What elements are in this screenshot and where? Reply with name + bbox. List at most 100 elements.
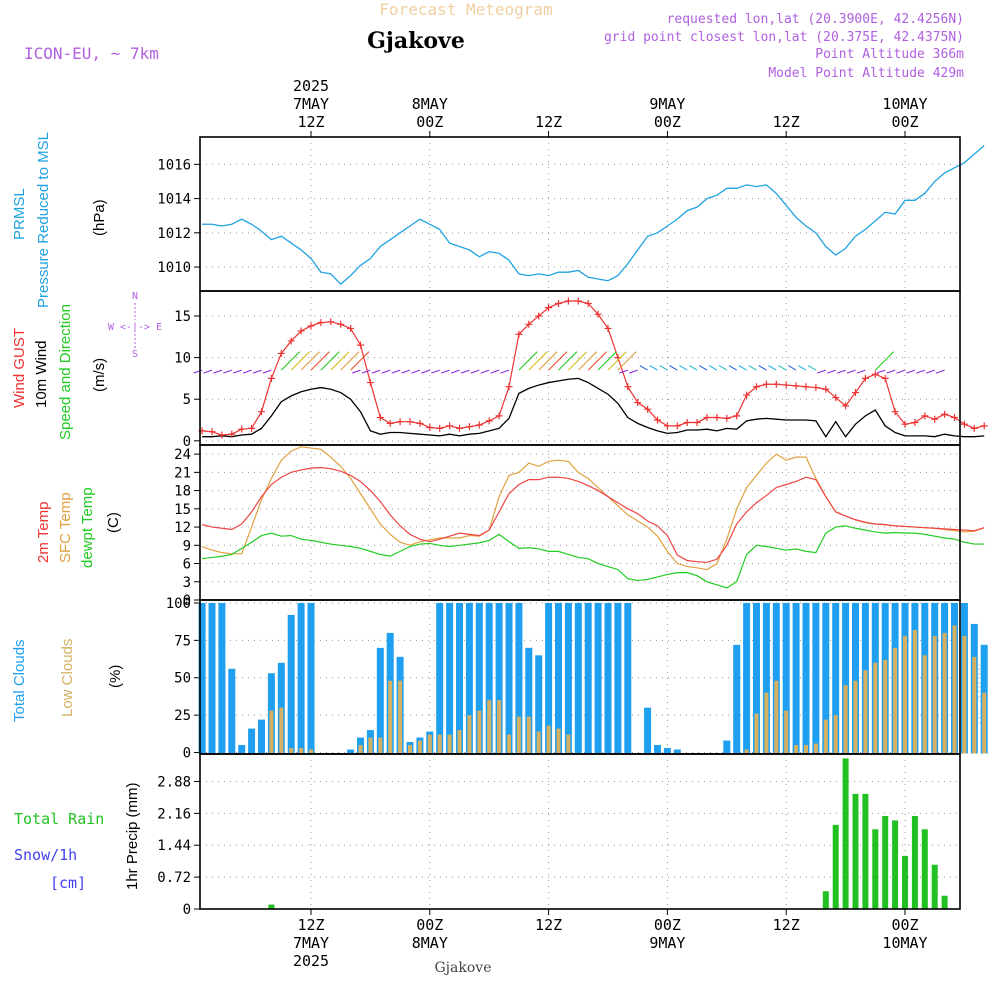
gust-point	[366, 379, 374, 387]
total-cloud-bar	[515, 602, 523, 754]
gust-point	[911, 419, 919, 427]
pressure-ytick-label: 1016	[157, 157, 191, 173]
precipitation-ytick-label: 1.44	[157, 838, 191, 854]
wind-direction-arrow	[649, 365, 658, 371]
wind-direction-arrow	[926, 369, 935, 374]
gust-point	[297, 327, 305, 335]
wind-ytick-label: 15	[174, 309, 191, 325]
wind-ytick-label: 0	[183, 434, 191, 450]
low-cloud-bar	[813, 743, 818, 754]
total-cloud-bar	[614, 602, 622, 754]
model-label: ICON-EU, ~ 7km	[24, 44, 159, 63]
low-cloud-bar	[427, 734, 432, 754]
clouds-ytick-label: 75	[174, 633, 191, 649]
low-cloud-bar	[516, 716, 521, 754]
rain-bar	[832, 824, 839, 909]
total-cloud-bar	[505, 602, 513, 754]
gust-point	[238, 425, 246, 433]
low-cloud-bar	[853, 680, 858, 754]
gust-point	[901, 420, 909, 428]
gust-point	[733, 412, 741, 420]
low-cloud-bar	[417, 740, 422, 754]
gust-point	[258, 408, 265, 416]
precipitation-ytick-label: 0	[183, 902, 191, 918]
gust-point	[624, 383, 632, 391]
precipitation-ytick-label: 0.72	[157, 870, 191, 886]
low-cloud-bar	[833, 715, 838, 754]
total-cloud-bar	[753, 602, 760, 754]
total-cloud-bar	[446, 602, 454, 754]
wind-direction-arrow	[669, 365, 678, 371]
sfc-temp-line	[201, 446, 985, 571]
gust-point	[456, 424, 463, 432]
gust-point	[792, 382, 800, 390]
low-cloud-bar	[398, 680, 403, 754]
pressure-line	[202, 145, 985, 286]
rain-bar	[842, 758, 849, 909]
bottom-time-label: 8MAY	[412, 934, 448, 952]
total-cloud-bar	[822, 602, 830, 754]
total-cloud-bar	[376, 647, 384, 754]
total-cloud-bar	[456, 602, 463, 754]
top-time-label: 8MAY	[412, 95, 448, 113]
low-cloud-bar	[368, 737, 373, 754]
low-cloud-bar	[972, 656, 977, 754]
wind-direction-arrow	[233, 369, 242, 374]
precipitation-ytick-label: 2.88	[157, 774, 191, 790]
wind-direction-arrow	[607, 351, 627, 371]
wind-direction-arrow	[213, 369, 223, 374]
requested-coords: requested lon,lat (20.3900E, 42.4256N)	[667, 12, 964, 27]
gust-point	[485, 417, 493, 425]
low-cloud-bar	[744, 749, 749, 754]
wind-direction-arrow	[587, 351, 607, 371]
low-cloud-bar	[497, 700, 502, 754]
gust-point	[960, 420, 968, 428]
temperature-ytick-label: 18	[174, 484, 191, 500]
total-cloud-bar	[495, 602, 503, 754]
prmsl-label: PRMSL	[11, 188, 28, 240]
gust-point	[416, 419, 424, 427]
wind-direction-arrow	[846, 369, 856, 374]
gust-point	[812, 384, 820, 392]
wind-direction-arrow	[351, 369, 361, 374]
gust-point	[277, 349, 285, 357]
pressure-ytick-label: 1014	[157, 192, 191, 208]
gust-point	[713, 414, 721, 422]
rain-bar	[931, 864, 938, 909]
low-cloud-bar	[467, 715, 472, 754]
low-cloud-bar	[487, 700, 492, 754]
total-cloud-bar	[258, 719, 265, 754]
low-cloud-bar	[794, 745, 799, 754]
wind-direction-arrow	[480, 369, 490, 374]
gust-point	[782, 381, 790, 389]
wind-direction-arrow	[738, 365, 747, 371]
temp-labels: 2m Temp SFC Temp dewpt Temp (C)	[35, 487, 122, 568]
gust-point	[753, 383, 760, 391]
low-cloud-bar	[764, 692, 769, 754]
gust-point	[673, 422, 681, 430]
gust-point	[436, 424, 444, 432]
total-cloud-bar	[347, 749, 355, 754]
gust-point	[287, 337, 295, 345]
gust-point	[663, 422, 671, 430]
wind-direction-arrow	[758, 365, 767, 371]
bottom-time-label: 10MAY	[882, 934, 927, 952]
wind-direction-arrow	[577, 351, 598, 371]
rain-bar	[268, 904, 275, 909]
wind-direction-arrow	[629, 369, 638, 374]
gust-point	[842, 402, 850, 410]
total-clouds-label: Total Clouds	[11, 639, 28, 722]
low-cloud-bar	[962, 635, 967, 754]
total-rain-label: Total Rain	[14, 810, 104, 828]
bottom-time-label: 12Z	[535, 916, 562, 934]
total-cloud-bar	[584, 602, 592, 754]
gust-point	[594, 310, 602, 318]
wind10-line	[202, 377, 985, 438]
bottom-time-label: 12Z	[773, 916, 800, 934]
wind-direction-arrow	[518, 351, 538, 371]
total-cloud-bar	[644, 707, 652, 754]
gust-point	[951, 414, 958, 422]
gust-point	[347, 324, 355, 332]
location-title: Gjakove	[367, 28, 465, 54]
temperature-ytick-label: 12	[174, 520, 191, 536]
